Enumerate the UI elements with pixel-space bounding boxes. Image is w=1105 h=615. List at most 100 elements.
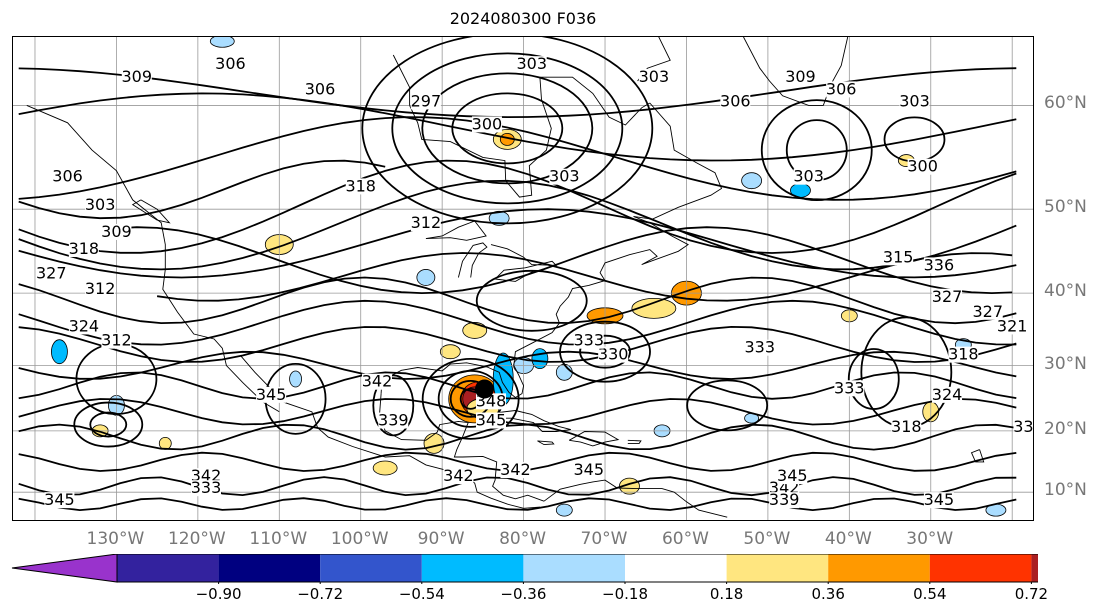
colorbar-segment [117,554,219,582]
contour-label-bg [410,93,441,110]
colorbar-segment [726,554,829,582]
contour-label: 345 [476,411,507,430]
contour-label-bg [948,346,979,363]
contour-label: 327 [932,287,963,306]
contour-label: 309 [785,67,816,86]
contour-label-bg [899,93,930,110]
coastline-segment [380,102,723,399]
contour-label-bg [923,492,954,509]
contour-label: 303 [793,167,824,186]
anomaly-patch [555,503,573,517]
contour-label-bg [190,468,221,485]
contour-ring [559,320,651,383]
contour-ring [89,411,128,438]
contour-label-bg [573,462,604,479]
longitude-label: 130°W [86,529,145,549]
longitude-label: 80°W [499,529,547,549]
storm-center-dot [475,379,495,399]
contour-label-bg [378,412,409,429]
anomaly-patch [423,432,445,454]
contour-label: 342 [500,460,531,479]
latitude-label: 60°N [1044,93,1087,114]
contour-label: 297 [411,91,442,110]
contour-line [18,350,1017,380]
contour-line [18,497,1017,512]
longitude-label: 110°W [249,529,308,549]
contour-label-bg [85,281,116,298]
colorbar-segment [828,554,930,582]
contour-label-bg [101,223,132,240]
anomaly-patch [631,297,677,319]
contour-label: 300 [472,114,503,133]
contour-label: 342 [443,466,474,485]
anomaly-patch [741,172,763,190]
longitude-label: 60°W [661,529,709,549]
contour-ring [73,401,144,448]
contour-label-bg [256,386,287,403]
contour-ring [760,99,873,202]
contour-label: 318 [948,345,979,364]
contour-line [18,92,1017,162]
contour-line [18,276,1017,325]
contour-label: 345 [44,490,75,509]
colorbar-tick-label: −0.72 [297,585,344,603]
contour-label: 306 [52,167,83,186]
contour-ring [361,37,654,225]
contour-label-bg [549,168,580,185]
contour-label-bg [52,168,83,185]
contour-label: 345 [777,466,808,485]
longitude-label: 40°W [824,529,872,549]
longitude-label: 90°W [417,529,465,549]
coastline-segment [457,242,488,278]
contour-label: 321 [997,316,1028,335]
coastline-segment [743,37,849,106]
contour-label-bg [1013,418,1033,435]
anomaly-patch [372,460,398,476]
contour-label: 318 [891,417,922,436]
contour-line [18,159,1017,254]
coastline-segment [131,199,171,224]
map-title: 2024080300 F036 [449,9,597,28]
contour-label-bg [471,116,502,133]
latitude-label: 10°N [1044,480,1087,501]
contour-label: 339 [769,490,800,509]
contour-ring [421,357,520,440]
contour-label: 306 [215,54,246,73]
colorbar-segment [625,554,727,582]
contour-label: 345 [573,460,604,479]
contour-label-bg [638,69,669,86]
contour-label: 330 [598,345,629,364]
coastline-segment [484,410,571,432]
contour-label: 303 [549,167,580,186]
contour-ring [451,92,564,165]
contour-label: 303 [639,67,670,86]
colorbar-segment [218,554,321,582]
colorbar-tick-label: −0.36 [500,585,547,603]
contour-label-bg [720,93,751,110]
contour-label-bg [476,412,507,429]
contour-ring [391,52,624,205]
contour-label: 342 [362,372,393,391]
theta-e-contours [18,37,1017,512]
contour-label-bg [923,257,954,274]
contour-line [18,159,386,220]
contour-line [18,476,1017,497]
contour-label-bg [500,462,531,479]
contour-label-bg [777,468,808,485]
contour-label-bg [516,56,547,73]
contour-label-bg [573,332,604,349]
contour-label: 327 [36,263,67,282]
anomaly-patch [416,269,436,286]
contour-label-bg [68,240,99,257]
map-panel[interactable]: 306 309 306 297 300 303 303 306 309 306 303 303 303 3… [12,36,1034,521]
contour-label-bg [932,386,963,403]
colorbar-tick-label: 0.72 [1014,585,1049,603]
contour-label-bg [769,492,800,509]
contour-label-bg [305,81,336,98]
contour-label: 303 [516,54,547,73]
contour-line [18,423,1017,451]
contour-line [18,179,1017,271]
contour-ring [372,374,415,437]
contour-label: 306 [305,79,336,98]
anomaly-patch [289,370,302,388]
